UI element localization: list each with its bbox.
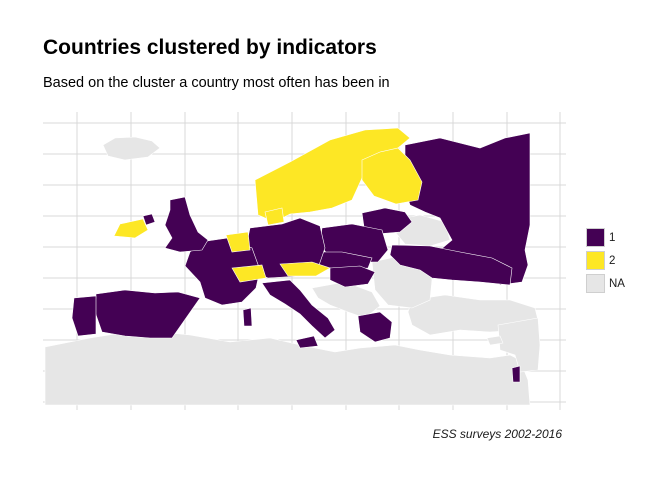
country-north-africa: [44, 329, 531, 406]
country-denmark: [264, 207, 285, 226]
legend-item-2: 2: [586, 249, 625, 272]
country-sicily: [295, 335, 319, 349]
legend-item-na: NA: [586, 272, 625, 295]
legend-label-na: NA: [609, 277, 625, 290]
country-hungary: [329, 265, 376, 288]
legend-item-1: 1: [586, 226, 625, 249]
legend-swatch-2: [586, 251, 605, 270]
country-iceland: [102, 136, 161, 161]
country-finland: [361, 147, 423, 205]
legend-label-1: 1: [609, 231, 616, 244]
country-switzerland: [231, 264, 267, 283]
country-middle-east: [497, 317, 541, 373]
country-ireland: [113, 218, 149, 239]
legend-label-2: 2: [609, 254, 616, 267]
legend-swatch-1: [586, 228, 605, 247]
country-ukraine: [389, 244, 513, 286]
country-greece: [357, 311, 393, 343]
country-portugal: [71, 295, 97, 337]
country-shapes: [44, 127, 541, 406]
chart-subtitle: Based on the cluster a country most ofte…: [43, 75, 390, 91]
country-netherlands: [225, 231, 251, 253]
country-iberia: [94, 289, 201, 339]
country-israel: [511, 365, 521, 383]
chart-title: Countries clustered by indicators: [43, 36, 377, 59]
country-sardinia: [242, 307, 253, 327]
country-uk: [164, 196, 209, 253]
country-cyprus: [486, 335, 504, 346]
map-legend: 1 2 NA: [586, 226, 625, 295]
chart-caption: ESS surveys 2002-2016: [432, 427, 562, 441]
country-italy: [261, 279, 336, 339]
legend-swatch-na: [586, 274, 605, 293]
country-northern-ireland: [142, 213, 156, 226]
country-austria: [279, 261, 331, 277]
